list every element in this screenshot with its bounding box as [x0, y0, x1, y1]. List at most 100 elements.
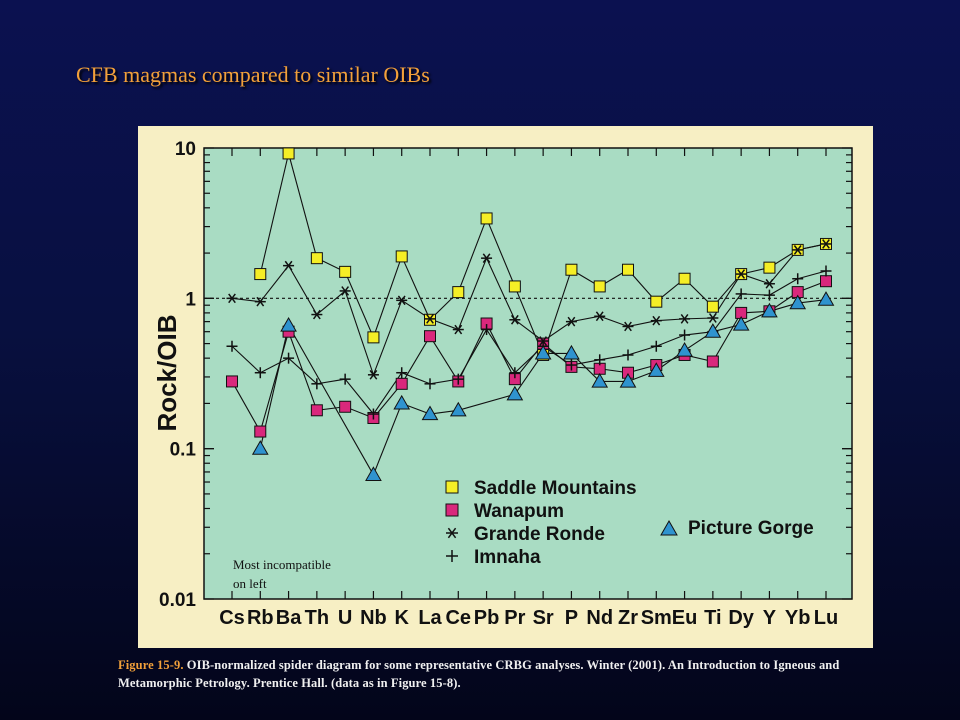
point-grande-ronde-dy [735, 269, 747, 279]
x-tick-label: Nb [360, 607, 387, 629]
point-picture-gorge-pr [506, 385, 524, 401]
legend-marker-saddle-mountains [445, 480, 459, 494]
x-tick-label: Dy [728, 607, 754, 629]
point-grande-ronde-rb [254, 296, 266, 307]
point-grande-ronde-cs [226, 293, 238, 304]
x-tick-label: U [338, 607, 352, 629]
point-saddle-mountains-rb [254, 268, 267, 281]
point-imnaha-eu [679, 329, 691, 341]
point-saddle-mountains-p [565, 263, 578, 276]
point-wanapum-rb [254, 425, 267, 438]
point-wanapum-la [424, 330, 436, 343]
point-imnaha-p [565, 359, 577, 371]
point-saddle-mountains-ce [452, 286, 465, 299]
legend-label-imnaha: Imnaha [474, 547, 541, 568]
point-picture-gorge-yb [789, 294, 807, 310]
point-wanapum-k [395, 377, 408, 390]
x-tick-label: Pb [474, 607, 500, 629]
point-grande-ronde-p [565, 316, 577, 327]
x-tick-labels: Cs Rb Ba Th U Nb K La Ce Pb Pr Sr P Nd Zr Sm Eu Ti Dy Y Yb Lu [219, 607, 838, 629]
point-imnaha-ce [452, 373, 464, 385]
x-tick-label: P [565, 607, 578, 629]
y-tick-label: 0.01 [159, 590, 196, 611]
spider-diagram: 10 1 0.1 0.01 Cs Rb Ba Th U Nb K La Ce Pb Pr Sr P Nd Zr Sm… [152, 139, 853, 629]
point-saddle-mountains-th [310, 252, 323, 265]
point-imnaha-lu [820, 265, 832, 277]
point-picture-gorge-rb [251, 440, 269, 455]
point-picture-gorge-ti [704, 323, 722, 338]
x-tick-label: Ce [445, 607, 471, 629]
point-picture-gorge-k [393, 394, 411, 410]
axis-ticks [204, 147, 852, 600]
point-saddle-mountains-y [763, 261, 776, 274]
x-tick-label: Y [763, 607, 777, 629]
x-tick-label: Sm [641, 607, 672, 629]
point-imnaha-rb [254, 367, 266, 379]
point-picture-gorge-sr [534, 344, 552, 360]
x-tick-label: Zr [618, 607, 638, 629]
figure-caption: Figure 15-9. OIB-normalized spider diagr… [118, 656, 848, 692]
y-tick-label: 0.1 [170, 440, 197, 461]
point-grande-ronde-th [311, 309, 323, 320]
point-saddle-mountains-ba [282, 147, 295, 160]
series-line-imnaha [231, 270, 827, 415]
legend-label-wanapum: Wanapum [474, 501, 564, 522]
point-imnaha-pb [481, 324, 493, 336]
y-axis-label: Rock/OIB [152, 314, 182, 431]
legend-label-saddle-mountains: Saddle Mountains [474, 478, 637, 499]
caption-text: OIB-normalized spider diagram for some r… [118, 658, 840, 690]
point-imnaha-dy [735, 288, 747, 300]
point-imnaha-k [396, 367, 408, 379]
point-saddle-mountains-k [395, 250, 408, 263]
point-saddle-mountains-sm [650, 295, 663, 308]
point-saddle-mountains-nd [593, 280, 606, 293]
point-grande-ronde-yb [792, 245, 804, 255]
point-saddle-mountains-eu [678, 272, 691, 285]
point-wanapum-u [339, 400, 352, 413]
y-tick-label: 1 [185, 289, 196, 310]
point-picture-gorge-zr [619, 372, 637, 388]
point-picture-gorge-sm [647, 362, 665, 377]
x-tick-label: La [418, 607, 442, 629]
chart-figure: 10 1 0.1 0.01 Cs Rb Ba Th U Nb K La Ce Pb Pr Sr P Nd Zr Sm… [138, 126, 873, 648]
point-saddle-mountains-u [339, 265, 352, 278]
y-tick-label: 10 [175, 139, 196, 160]
point-imnaha-yb [792, 273, 804, 285]
point-imnaha-pr [509, 367, 521, 379]
series-line-picture-gorge [259, 299, 827, 477]
x-tick-label: K [394, 607, 409, 629]
annotation-line-1: Most incompatible [233, 557, 331, 572]
point-picture-gorge-p [563, 344, 580, 360]
slide-title: CFB magmas compared to similar OIBs [76, 62, 430, 87]
point-imnaha-nb [367, 408, 379, 420]
point-grande-ronde-nb [367, 369, 379, 380]
point-wanapum-ti [706, 355, 719, 368]
point-picture-gorge-nd [591, 372, 609, 388]
point-imnaha-u [339, 373, 351, 385]
point-saddle-mountains-pr [508, 280, 521, 293]
point-picture-gorge-dy [732, 315, 750, 331]
x-tick-label: Cs [219, 607, 245, 629]
point-saddle-mountains-zr [622, 263, 634, 276]
point-grande-ronde-sm [650, 315, 662, 326]
point-picture-gorge-eu [676, 341, 693, 357]
point-grande-ronde-u [339, 286, 351, 296]
point-wanapum-th [310, 404, 323, 417]
series-markers [226, 147, 835, 481]
x-tick-label: Rb [247, 607, 274, 629]
caption-figure-ref: Figure 15-9. [118, 658, 184, 672]
x-tick-label: Ba [276, 607, 302, 629]
x-tick-label: Lu [814, 607, 838, 629]
point-picture-gorge-nb [365, 466, 382, 481]
plot-area [203, 147, 853, 600]
point-imnaha-th [311, 378, 323, 390]
point-imnaha-sm [650, 340, 662, 352]
legend-label-grande-ronde: Grande Ronde [474, 524, 605, 545]
series-line-grande-ronde [231, 243, 827, 377]
x-tick-label: Yb [785, 607, 811, 629]
series-line-wanapum [231, 280, 827, 433]
point-grande-ronde-y [763, 278, 775, 289]
point-saddle-mountains-pb [480, 212, 493, 225]
point-imnaha-cs [226, 340, 238, 352]
point-imnaha-la [424, 378, 436, 390]
